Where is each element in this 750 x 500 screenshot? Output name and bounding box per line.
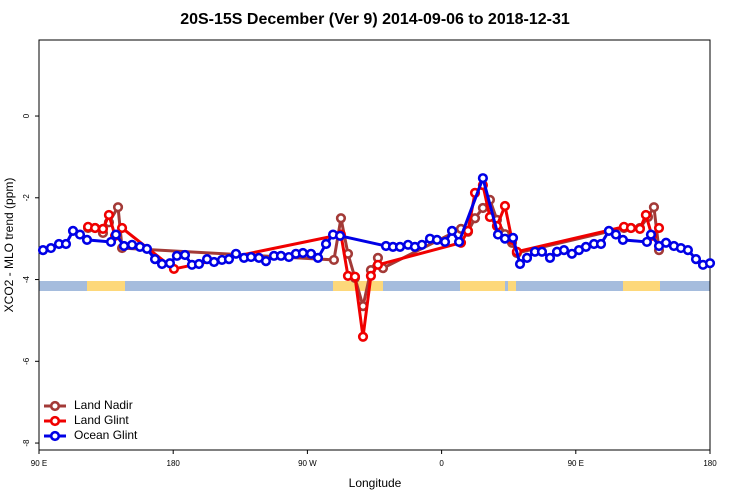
point — [416, 239, 428, 250]
legend-label: Ocean Glint — [74, 428, 138, 442]
point — [45, 242, 57, 254]
point — [648, 202, 660, 213]
point — [645, 229, 657, 240]
point — [193, 258, 205, 270]
point — [640, 209, 651, 221]
point — [704, 258, 716, 269]
point — [320, 238, 332, 250]
point — [208, 256, 220, 268]
point — [74, 229, 86, 240]
land-strip — [623, 281, 660, 291]
point — [328, 254, 340, 266]
point — [558, 245, 570, 256]
legend-marker — [49, 400, 61, 412]
point — [690, 254, 702, 265]
point — [275, 250, 287, 261]
point — [149, 254, 161, 265]
legend-marker — [49, 430, 61, 442]
point — [477, 173, 489, 184]
point — [60, 238, 72, 250]
point — [116, 222, 128, 234]
point — [365, 270, 377, 281]
point — [335, 213, 347, 224]
point — [118, 240, 130, 252]
point — [634, 223, 646, 234]
point — [544, 252, 556, 263]
point — [223, 254, 235, 265]
legend-marker — [49, 415, 61, 427]
land-strip — [87, 281, 125, 291]
point — [521, 252, 533, 263]
y-tick-label: -8 — [22, 439, 31, 447]
point — [625, 222, 637, 234]
point — [580, 241, 592, 252]
point — [617, 234, 629, 245]
point — [230, 248, 242, 259]
point — [357, 331, 369, 342]
point — [641, 236, 653, 248]
point — [110, 229, 122, 240]
point — [312, 252, 324, 263]
x-tick-label: 90 E — [568, 459, 584, 468]
point — [653, 222, 665, 234]
land-strip — [508, 281, 516, 291]
point — [349, 271, 361, 282]
legend-label: Land Glint — [74, 413, 129, 427]
point — [260, 256, 272, 267]
x-tick-label: 180 — [703, 459, 717, 468]
plot-frame — [38, 39, 711, 451]
y-tick-label: -4 — [22, 275, 31, 283]
point — [499, 200, 511, 212]
point — [499, 233, 511, 244]
x-axis-label: Longitude — [349, 476, 402, 490]
x-tick-label: 90 E — [31, 459, 47, 468]
point — [453, 236, 465, 248]
point — [595, 238, 607, 250]
land-strip — [460, 281, 505, 291]
point — [297, 247, 309, 259]
point — [141, 243, 153, 254]
point — [477, 202, 489, 214]
point — [431, 234, 443, 245]
point — [156, 258, 168, 270]
point — [305, 248, 317, 259]
point — [334, 230, 346, 241]
point — [37, 245, 49, 256]
point — [446, 225, 458, 236]
y-tick-label: -2 — [22, 194, 31, 202]
y-tick-label: 0 — [22, 113, 31, 118]
point — [492, 229, 504, 240]
point — [126, 239, 138, 250]
x-tick-label: 90 W — [298, 459, 317, 468]
point — [610, 229, 622, 240]
legend-label: Land Nadir — [74, 398, 133, 412]
land-mask — [39, 281, 710, 291]
point — [97, 223, 109, 234]
chart-title: 20S-15S December (Ver 9) 2014-09-06 to 2… — [180, 11, 570, 28]
point — [171, 250, 183, 261]
y-axis-label: XCO2 - MLO trend (ppm) — [2, 178, 16, 313]
point — [245, 251, 257, 263]
point — [536, 246, 548, 257]
point — [514, 258, 526, 270]
y-tick-label: -6 — [22, 357, 31, 365]
point — [439, 236, 451, 248]
x-tick-label: 0 — [439, 459, 444, 468]
x-tick-label: 180 — [167, 459, 181, 468]
point — [660, 237, 672, 248]
point — [164, 258, 176, 269]
point — [179, 249, 191, 261]
point — [89, 222, 101, 234]
point — [372, 259, 384, 270]
point — [81, 234, 93, 245]
point — [112, 202, 124, 213]
point — [103, 209, 115, 221]
point — [105, 236, 117, 248]
point — [394, 241, 406, 252]
point — [507, 232, 519, 243]
point — [682, 245, 694, 256]
